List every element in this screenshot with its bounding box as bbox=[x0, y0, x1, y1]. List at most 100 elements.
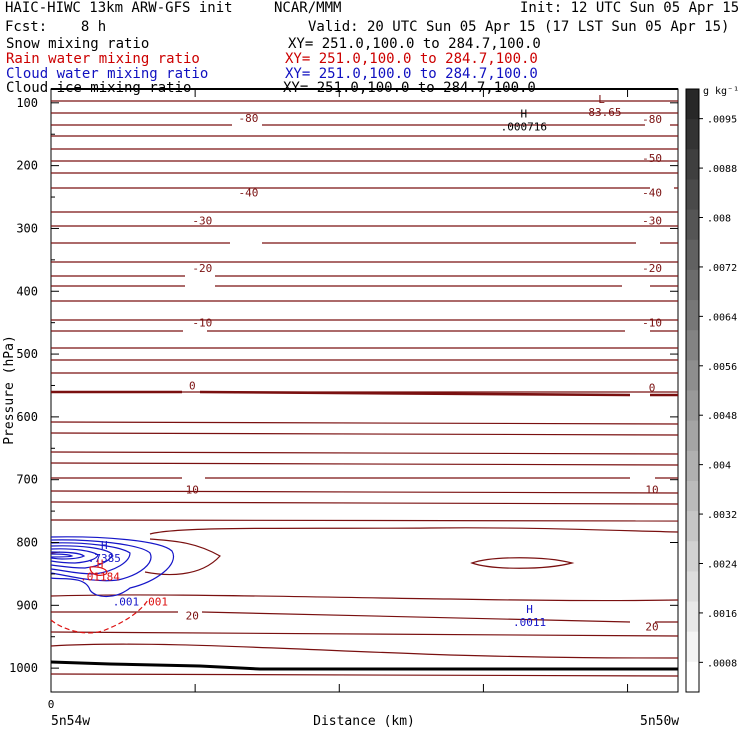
isotherm-label: -20 bbox=[642, 262, 662, 275]
colorbar-step bbox=[686, 601, 699, 633]
isotherm-label: -10 bbox=[642, 317, 662, 330]
isotherm-label: 20 bbox=[645, 621, 658, 634]
y-axis-label: Pressure (hPa) bbox=[2, 335, 17, 445]
y-tick-label: 900 bbox=[16, 598, 38, 612]
small-contour-labels: .001.001 bbox=[113, 596, 168, 609]
terrain-line bbox=[50, 660, 678, 671]
header-fcst: Fcst: 8 h bbox=[5, 19, 107, 35]
y-tick-label: 300 bbox=[16, 221, 38, 235]
cloud-water-contours bbox=[50, 536, 175, 598]
colorbar-tick-label: .0056 bbox=[707, 362, 737, 373]
field-rain-label: Rain water mixing ratio bbox=[6, 51, 200, 67]
colorbar-tick-label: .0032 bbox=[707, 510, 737, 521]
x-endpoint-right: 5n50w bbox=[640, 714, 679, 729]
header-init: Init: 12 UTC Sun 05 Apr 15 bbox=[520, 0, 740, 16]
colorbar-step bbox=[686, 511, 699, 542]
colorbar-step bbox=[686, 480, 699, 512]
y-tick-label: 700 bbox=[16, 473, 38, 487]
colorbar-step bbox=[686, 661, 699, 693]
field-cloudwater-xy: XY= 251.0,100.0 to 284.7,100.0 bbox=[285, 66, 538, 82]
colorbar-step bbox=[686, 209, 699, 241]
extremum-value: -83.65 bbox=[582, 106, 622, 119]
isotherm-label: -10 bbox=[192, 317, 212, 330]
extremum-symbol: H bbox=[97, 558, 104, 571]
header-model: HAIC-HIWC 13km ARW-GFS init bbox=[5, 0, 233, 16]
field-snow-label: Snow mixing ratio bbox=[6, 36, 150, 52]
isotherm-label: 20 bbox=[186, 609, 199, 622]
colorbar-tick-label: .008 bbox=[707, 214, 731, 225]
colorbar: .0095 .0088 .008 .0072 .0064 .0056 .0048 .004 .0… bbox=[685, 88, 737, 693]
isotherms bbox=[50, 100, 679, 677]
header-valid: Valid: 20 UTC Sun 05 Apr 15 (17 LST Sun … bbox=[308, 19, 730, 35]
colorbar-step bbox=[686, 631, 699, 663]
rain-water-contours bbox=[50, 566, 149, 634]
colorbar-frame bbox=[685, 88, 700, 693]
y-tick-label: 100 bbox=[16, 96, 38, 110]
field-snow-xy: XY= 251.0,100.0 to 284.7,100.0 bbox=[288, 36, 541, 52]
colorbar-units: g kg⁻¹ bbox=[703, 86, 739, 97]
colorbar-tick-label: .0008 bbox=[707, 658, 737, 669]
x-tick-label: 0 bbox=[48, 698, 55, 711]
colorbar-step bbox=[686, 420, 699, 452]
colorbar-tick-label: .0095 bbox=[707, 115, 737, 126]
colorbar-step bbox=[686, 450, 699, 482]
isotherm-label: 10 bbox=[186, 484, 199, 497]
y-tick-label: 200 bbox=[16, 159, 38, 173]
colorbar-tick-label: .0072 bbox=[707, 263, 737, 274]
colorbar-step bbox=[686, 300, 699, 331]
extremum-symbol: H bbox=[526, 603, 533, 616]
isotherm-label: -80 bbox=[642, 113, 662, 126]
extremum-symbol: H bbox=[101, 539, 108, 552]
y-tick-label: 1000 bbox=[9, 661, 38, 675]
contour-value-label: .001 bbox=[142, 596, 169, 609]
extremum-symbol: L bbox=[598, 93, 605, 106]
colorbar-step bbox=[686, 541, 699, 572]
field-rain-xy: XY= 251.0,100.0 to 284.7,100.0 bbox=[285, 51, 538, 67]
y-tick-label: 500 bbox=[16, 347, 38, 361]
x-endpoint-left: 5n54w bbox=[51, 714, 90, 729]
colorbar-tick-label: .0088 bbox=[707, 164, 737, 175]
isotherm-label: 10 bbox=[645, 484, 658, 497]
colorbar-tick-label: .0048 bbox=[707, 411, 737, 422]
isotherm-label: -50 bbox=[642, 152, 662, 165]
extremum-value: .000716 bbox=[501, 120, 547, 133]
colorbar-tick-label: .0024 bbox=[707, 559, 737, 570]
isotherm-label: 0 bbox=[189, 379, 196, 392]
colorbar-tick-label: .0016 bbox=[707, 609, 737, 620]
extremum-value: .01184 bbox=[80, 571, 120, 584]
colorbar-tick-label: .004 bbox=[707, 461, 731, 472]
isotherm-label: -20 bbox=[192, 262, 212, 275]
y-tick-label: 400 bbox=[16, 284, 38, 298]
y-tick-label: 800 bbox=[16, 536, 38, 550]
isotherm-label: -80 bbox=[239, 112, 259, 125]
extremum-symbol: H bbox=[520, 107, 527, 120]
colorbar-step bbox=[686, 89, 699, 120]
isotherm-label: -30 bbox=[642, 214, 662, 227]
header-center: NCAR/MMM bbox=[274, 0, 342, 16]
isotherm-label: -30 bbox=[192, 214, 212, 227]
colorbar-step bbox=[686, 330, 699, 361]
contour-value-label: .001 bbox=[113, 596, 140, 609]
colorbar-tick-label: .0064 bbox=[707, 312, 737, 323]
colorbar-step bbox=[686, 239, 699, 271]
extremum-value: .0011 bbox=[513, 616, 546, 629]
colorbar-step bbox=[686, 119, 699, 150]
y-tick-label: 600 bbox=[16, 410, 38, 424]
colorbar-step bbox=[686, 360, 699, 391]
x-axis: 0 bbox=[48, 89, 629, 711]
extremum-value: .7385 bbox=[88, 552, 121, 565]
isotherm-label: -40 bbox=[642, 187, 662, 200]
colorbar-step bbox=[686, 390, 699, 422]
colorbar-step bbox=[686, 571, 699, 603]
temperature-labels: -80 -80 -50 -40 -40 -30 -30 -20 -20 -10 -10 0 0 10 10 2… bbox=[186, 112, 662, 634]
zero-isotherm bbox=[51, 390, 678, 397]
colorbar-step bbox=[686, 269, 699, 301]
isotherm-label: -40 bbox=[239, 187, 259, 200]
colorbar-step bbox=[686, 149, 699, 180]
x-axis-label: Distance (km) bbox=[313, 714, 415, 729]
colorbar-step bbox=[686, 179, 699, 211]
isotherm-label: 0 bbox=[649, 381, 656, 394]
